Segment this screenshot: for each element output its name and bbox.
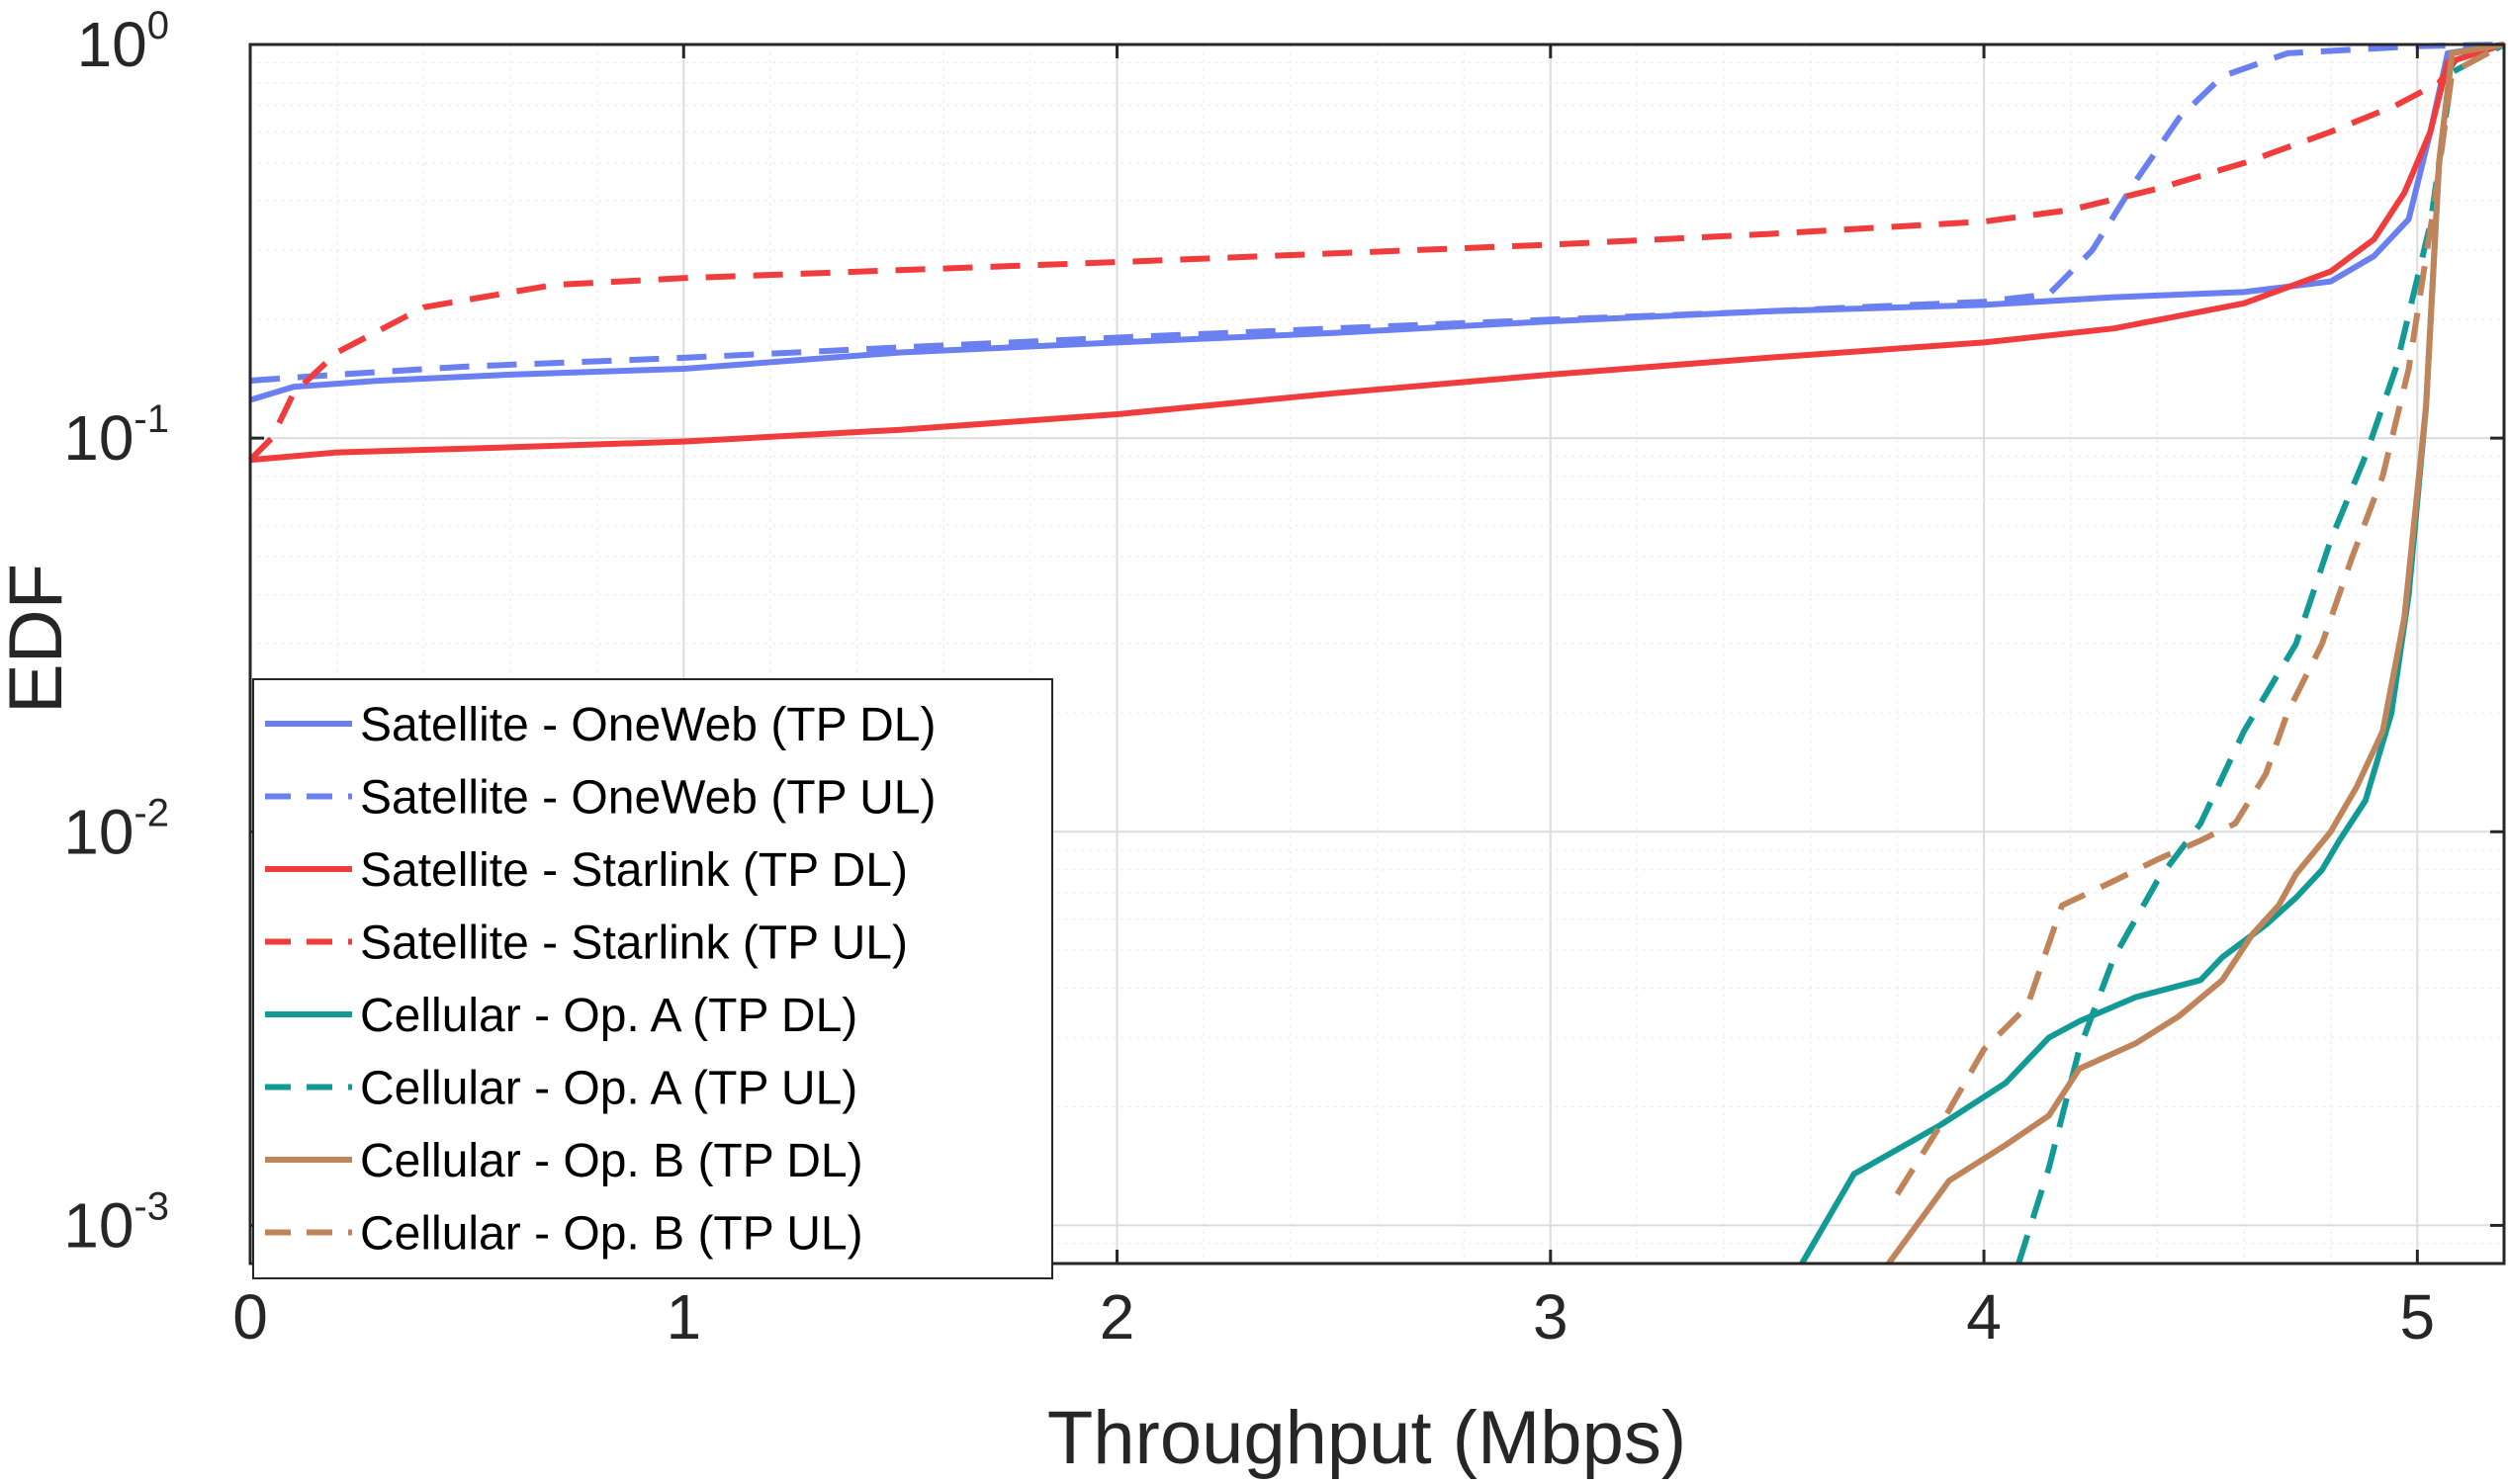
y-tick-label: 10-1 (63, 397, 169, 474)
legend-label: Satellite - Starlink (TP UL) (360, 917, 908, 970)
legend-label: Cellular - Op. B (TP UL) (360, 1208, 863, 1261)
legend-label: Satellite - OneWeb (TP DL) (360, 699, 936, 751)
x-tick-label: 0 (232, 1281, 268, 1353)
legend-label: Satellite - Starlink (TP DL) (360, 844, 908, 897)
y-axis-ticks: 100 10-1 10-2 10-3 (63, 4, 2504, 1261)
x-tick-label: 3 (1533, 1281, 1568, 1353)
y-tick-label: 100 (77, 4, 169, 80)
legend-label: Satellite - OneWeb (TP UL) (360, 772, 936, 825)
x-axis-title: Throughput (Mbps) (1047, 1396, 1686, 1480)
series-line-3 (249, 42, 2505, 464)
series-lines (247, 42, 2506, 1266)
y-tick-label: 10-2 (63, 791, 169, 867)
legend: Satellite - OneWeb (TP DL) Satellite - On… (252, 678, 1053, 1279)
series-line-8 (1894, 42, 2506, 1196)
legend-box (252, 678, 1053, 1279)
x-axis-ticks: 0 1 2 3 4 5 (232, 44, 2435, 1353)
series-line-4 (247, 42, 2505, 463)
x-tick-label: 2 (1100, 1281, 1135, 1353)
legend-label: Cellular - Op. A (TP DL) (360, 990, 857, 1042)
series-line-7 (1886, 42, 2505, 1266)
axes-frame (248, 43, 2506, 1266)
x-tick-label: 5 (2400, 1281, 2436, 1353)
x-tick-label: 1 (666, 1281, 701, 1353)
series-line-2 (249, 42, 2505, 384)
series-line-1 (249, 42, 2505, 403)
y-tick-label: 10-3 (63, 1184, 169, 1261)
x-tick-label: 4 (1966, 1281, 2002, 1353)
legend-label: Cellular - Op. A (TP UL) (360, 1063, 857, 1115)
legend-label: Cellular - Op. B (TP DL) (360, 1135, 863, 1187)
y-axis-title: EDF (0, 564, 78, 714)
